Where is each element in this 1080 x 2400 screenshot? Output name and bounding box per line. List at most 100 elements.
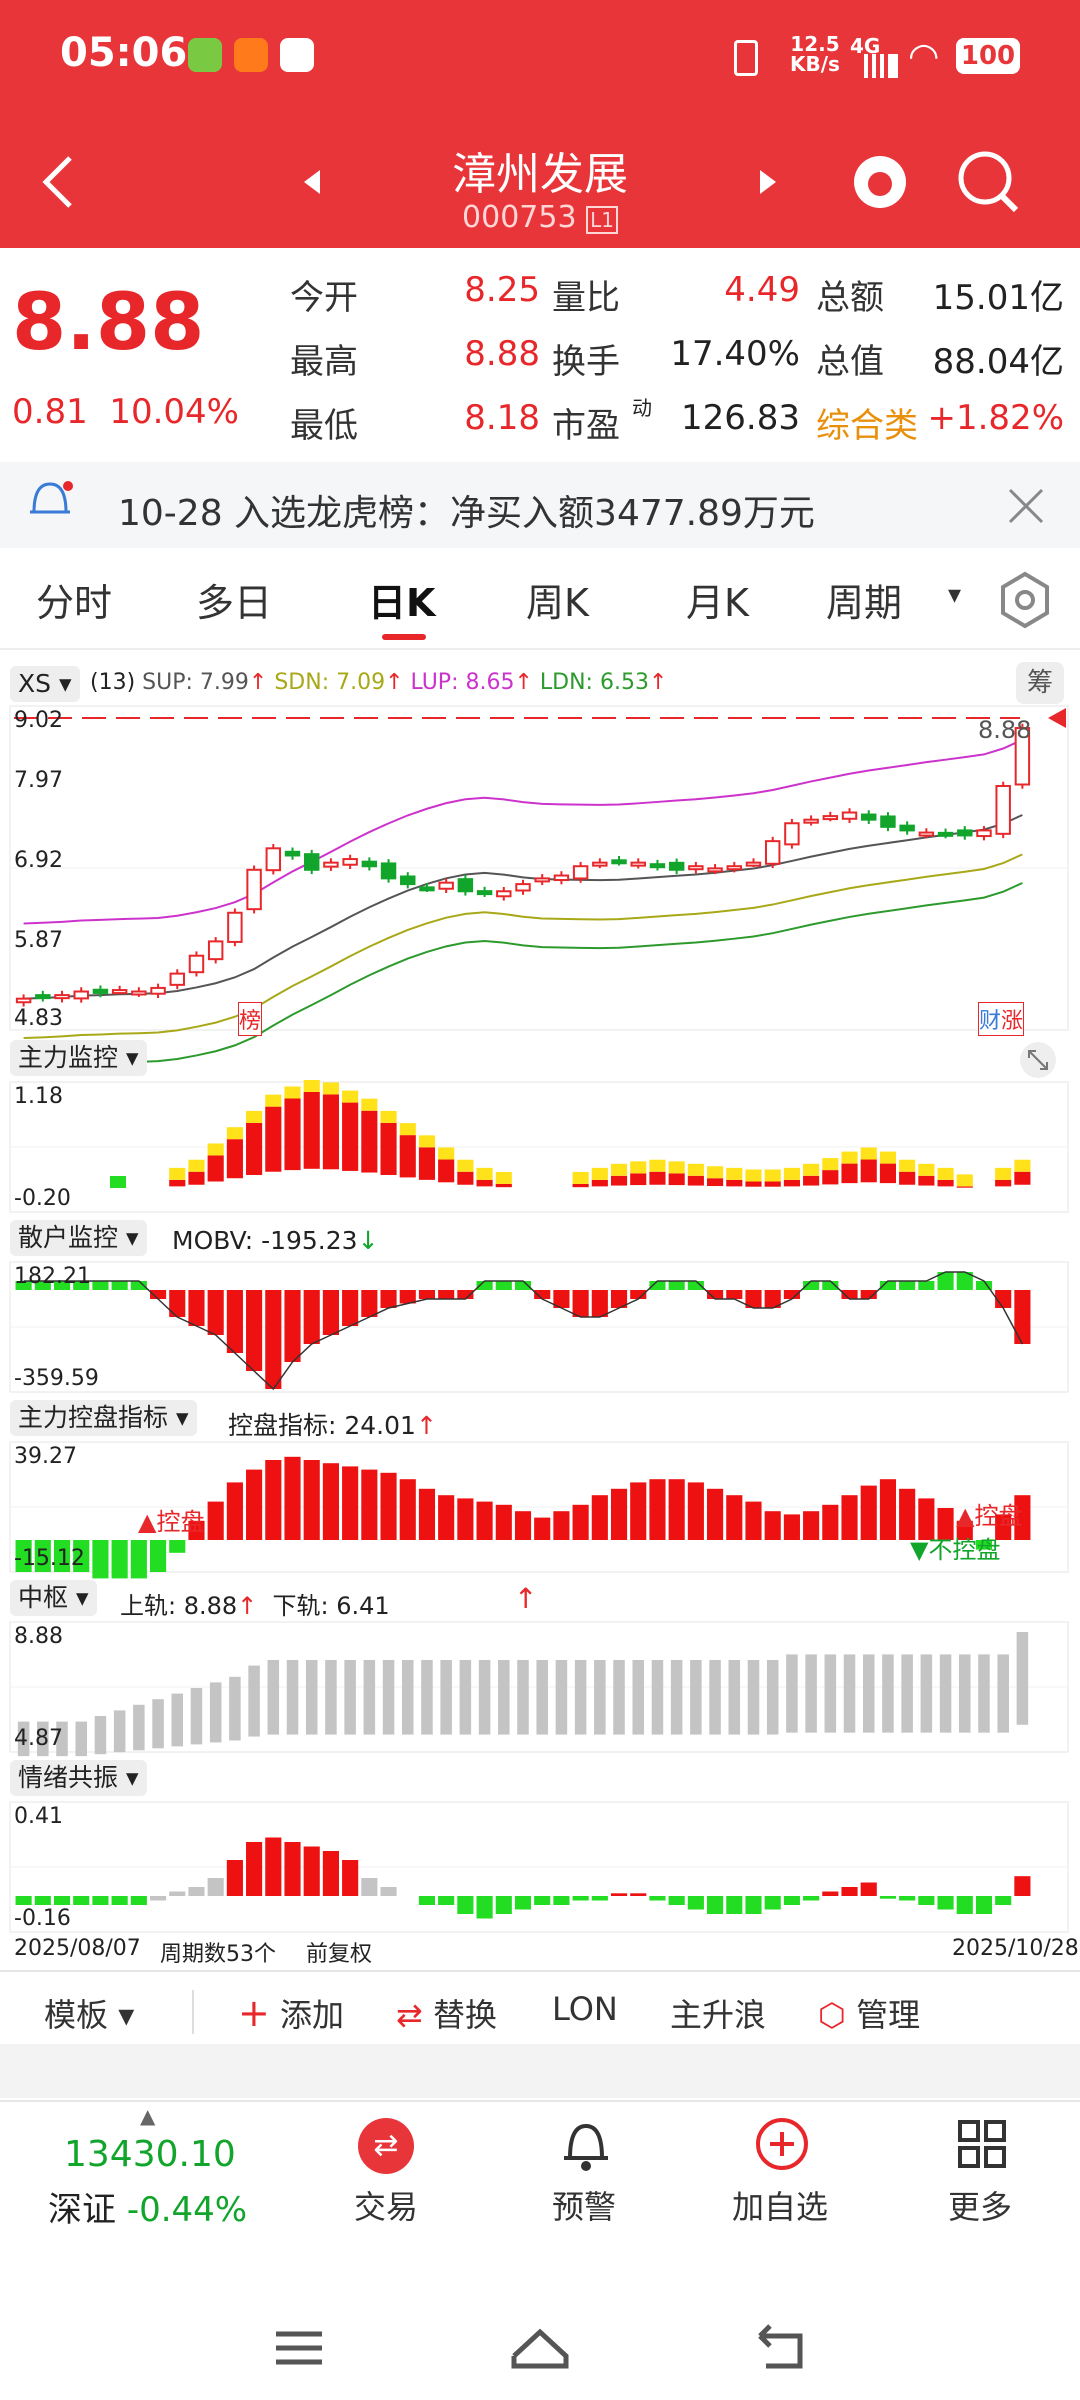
- sentiment-bar: [495, 1896, 512, 1914]
- mobv-bar: [342, 1290, 359, 1326]
- main-force-yellow: [303, 1080, 320, 1092]
- control-bar: [841, 1495, 858, 1540]
- expand-icon[interactable]: [1018, 1040, 1058, 1080]
- replace-indicator-button[interactable]: ⇄ 替换: [396, 1996, 497, 2034]
- signal-bars-icon: [860, 54, 898, 78]
- ind5-top: 0.41: [14, 1804, 63, 1829]
- prev-stock-icon: [304, 170, 320, 194]
- main-force-yellow: [783, 1167, 800, 1180]
- main-force-bar: [399, 1135, 416, 1178]
- close-icon: [1008, 488, 1044, 524]
- stock-name: 漳州发展: [452, 149, 628, 200]
- quote-value: 8.18: [464, 398, 540, 438]
- sentiment-bar: [937, 1896, 954, 1910]
- trade-icon[interactable]: ⇄: [358, 2118, 414, 2174]
- main-force-yellow: [342, 1090, 359, 1103]
- indicator-main-force[interactable]: 主力监控 ▾: [10, 1040, 147, 1076]
- main-force-bar: [668, 1173, 685, 1186]
- sentiment-bar: [649, 1896, 666, 1901]
- trade-button[interactable]: 交易: [354, 2188, 419, 2226]
- main-force-yellow: [207, 1143, 224, 1156]
- candle: [92, 988, 109, 994]
- indicator-retail[interactable]: 散户监控 ▾: [10, 1220, 147, 1256]
- candle: [688, 865, 704, 871]
- tab-1[interactable]: 多日: [196, 581, 273, 625]
- stock-code: 000753 L1: [0, 200, 1080, 235]
- candle: [265, 847, 282, 872]
- alert-bell-icon[interactable]: [556, 2114, 616, 2174]
- quote-value: 8.88: [464, 334, 540, 374]
- home-nav-button[interactable]: [504, 2320, 576, 2380]
- alert-button[interactable]: 预警: [552, 2188, 617, 2226]
- price-change: 0.81 10.04%: [12, 392, 239, 432]
- control-bar: [879, 1479, 897, 1540]
- control-bar: [111, 1540, 128, 1579]
- control-bar: [130, 1540, 147, 1579]
- tab-5[interactable]: 周期: [826, 581, 903, 625]
- add-favorite-button[interactable]: 加自选: [732, 2188, 829, 2226]
- main-force-bar: [226, 1139, 243, 1179]
- band-lup: [23, 738, 1023, 925]
- main-force-yellow: [495, 1171, 512, 1184]
- main-force-yellow: [841, 1151, 858, 1164]
- tab-3[interactable]: 周K: [526, 581, 589, 625]
- pivot-bar: [690, 1660, 702, 1735]
- sentiment-bar: [553, 1896, 570, 1905]
- menu-nav-button[interactable]: [266, 2320, 332, 2380]
- pivot-bar: [401, 1660, 414, 1735]
- main-force-bar: [745, 1181, 762, 1187]
- finance-marker[interactable]: 财涨: [978, 1002, 1025, 1036]
- control-bar: [53, 1540, 71, 1572]
- active-tab-underline: [382, 634, 426, 640]
- main-force-bar: [764, 1181, 781, 1187]
- chip-button[interactable]: 筹: [1016, 662, 1064, 704]
- candle: [246, 868, 262, 911]
- main-force-bar: [783, 1179, 800, 1187]
- manage-icon: ⬡: [818, 1996, 846, 2034]
- settings-hexagon-icon[interactable]: [985, 560, 1065, 640]
- wave-indicator-button[interactable]: 主升浪: [670, 1996, 767, 2034]
- sentiment-bar: [15, 1896, 32, 1905]
- control-bar: [149, 1540, 167, 1572]
- ind1-top: 1.18: [14, 1084, 63, 1109]
- dragon-tiger-marker[interactable]: 榜: [238, 1002, 263, 1036]
- add-favorite-icon[interactable]: [752, 2114, 812, 2174]
- main-force-yellow: [399, 1123, 416, 1136]
- manage-indicator-button[interactable]: ⬡ 管理: [818, 1996, 921, 2034]
- indicator-pivot[interactable]: 中枢 ▾: [10, 1580, 97, 1616]
- tab-0[interactable]: 分时: [36, 581, 113, 625]
- control-bar: [361, 1469, 378, 1540]
- candle: [1014, 727, 1031, 786]
- pe-dynamic-marker: 动: [632, 396, 652, 420]
- pivot-bar: [670, 1660, 683, 1735]
- tab-2[interactable]: 日K: [368, 581, 436, 625]
- indicator-sentiment[interactable]: 情绪共振 ▾: [10, 1760, 147, 1796]
- sentiment-bar: [322, 1851, 339, 1896]
- index-change[interactable]: 深证 -0.44%: [48, 2190, 248, 2230]
- lon-indicator-button[interactable]: LON: [552, 1990, 618, 2028]
- pivot-bar: [594, 1660, 606, 1735]
- quote-label: 总值: [816, 342, 884, 382]
- add-indicator-button[interactable]: + 添加: [238, 1991, 345, 2035]
- more-grid-icon[interactable]: [952, 2114, 1012, 2174]
- pivot-bar: [305, 1660, 318, 1735]
- tab-4[interactable]: 月K: [686, 581, 749, 625]
- more-button[interactable]: 更多: [948, 2188, 1013, 2226]
- pivot-bar: [94, 1716, 107, 1755]
- mobv-bar: [399, 1290, 416, 1304]
- sentiment-bar: [303, 1846, 320, 1896]
- back-nav-button[interactable]: [750, 2320, 816, 2380]
- pivot-bar: [267, 1660, 280, 1735]
- notice-bar[interactable]: 10-28 入选龙虎榜：净买入额3477.89万元: [0, 462, 1080, 548]
- index-value[interactable]: 13430.10: [64, 2134, 236, 2175]
- indicator-selector-xs[interactable]: XS ▾: [10, 666, 80, 702]
- pivot-bar: [824, 1654, 837, 1733]
- template-button[interactable]: 模板 ▾: [44, 1996, 135, 2034]
- expand-index-icon[interactable]: ▲: [140, 2104, 156, 2128]
- quote-label: 最高: [290, 342, 358, 382]
- mobv-bar: [380, 1290, 397, 1308]
- ind2-bottom: -359.59: [14, 1366, 99, 1391]
- kline-chart[interactable]: [0, 650, 1080, 1950]
- main-force-yellow: [956, 1174, 973, 1187]
- indicator-control[interactable]: 主力控盘指标 ▾: [10, 1400, 197, 1436]
